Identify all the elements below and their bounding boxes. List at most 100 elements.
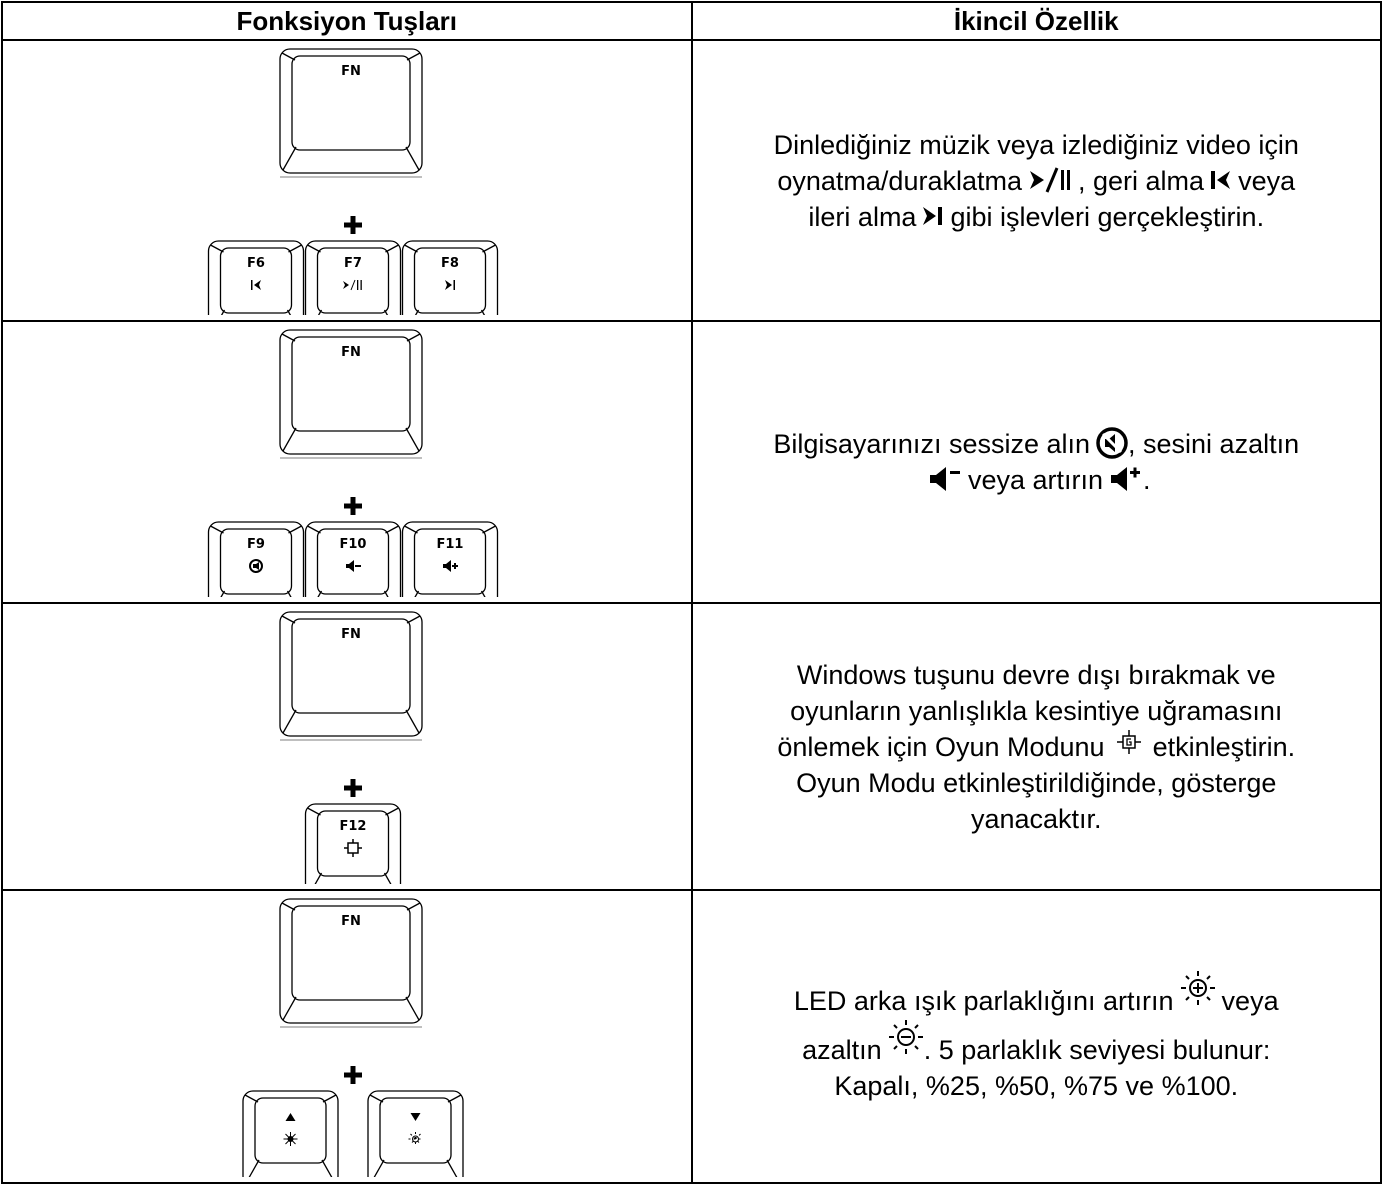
line: oyunların yanlışlıkla kesintiye uğraması… bbox=[693, 693, 1381, 729]
keycap-edge bbox=[282, 427, 297, 452]
text: veya bbox=[1221, 985, 1279, 1016]
key-icon bbox=[408, 1113, 423, 1146]
plus-sign bbox=[344, 779, 362, 797]
keycap-inner bbox=[291, 336, 411, 432]
line: ileri alma gibi işlevleri gerçekleştirin. bbox=[693, 199, 1381, 235]
keycap-edge bbox=[405, 996, 420, 1021]
text: Oyun Modu etkinleştirildiğinde, gösterge bbox=[796, 767, 1277, 798]
key-label: F6 bbox=[247, 256, 265, 271]
header-row: Fonksiyon Tuşları İkincil Özellik bbox=[1, 1, 1382, 41]
text: etkinleştirin. bbox=[1152, 731, 1296, 762]
key-icon bbox=[346, 560, 361, 572]
key-label: F10 bbox=[340, 537, 367, 552]
line: Windows tuşunu devre dışı bırakmak ve bbox=[693, 657, 1381, 693]
keycap-edge bbox=[385, 807, 399, 816]
key-label: FN bbox=[341, 345, 361, 360]
keycap-edge bbox=[281, 333, 296, 342]
mute-icon bbox=[1096, 427, 1128, 459]
key-label: F11 bbox=[437, 537, 464, 552]
play-pause-icon bbox=[1030, 166, 1070, 193]
keycap-edge bbox=[281, 52, 296, 61]
row: FN F9 F10 F11 Bilgisayarınızı sessize alın,… bbox=[1, 320, 1382, 622]
keycap-outer bbox=[279, 898, 423, 1024]
keys-cell: FN F6 F7 F8 bbox=[1, 39, 693, 341]
key-label: F12 bbox=[340, 819, 367, 834]
next-icon bbox=[923, 206, 943, 225]
keycap-edge bbox=[307, 807, 321, 816]
text: Windows tuşunu devre dışı bırakmak ve bbox=[796, 659, 1276, 690]
key-icon bbox=[251, 280, 261, 290]
keycap-edge bbox=[482, 525, 496, 534]
key-icon bbox=[283, 1113, 298, 1146]
keycap-edge bbox=[370, 1159, 385, 1184]
line: Oyun Modu etkinleştirildiğinde, gösterge bbox=[693, 765, 1381, 801]
keycap-edge bbox=[322, 1094, 337, 1103]
text: veya bbox=[1238, 165, 1296, 196]
keycap-inner bbox=[291, 905, 411, 1001]
keycap-edge bbox=[385, 244, 399, 253]
row: FN F12 Windows tuşunu devre dışı bırakmak… bbox=[1, 602, 1382, 904]
text: veya artırın bbox=[967, 465, 1104, 495]
key-label: FN bbox=[341, 64, 361, 79]
keys-cell: FN F9 F10 F11 bbox=[1, 320, 693, 622]
keycap-edge bbox=[482, 244, 496, 253]
key-icon bbox=[445, 280, 455, 290]
key-icon bbox=[344, 839, 362, 857]
header: İkincil Özellik bbox=[690, 1, 1382, 41]
text: , sesini azaltın bbox=[1128, 429, 1300, 459]
keycap-edge bbox=[288, 244, 302, 253]
keycap-outer bbox=[242, 1090, 339, 1184]
keycap-edge bbox=[307, 525, 321, 534]
keycap-edge bbox=[210, 525, 224, 534]
line: Bilgisayarınızı sessize alın , sesini aza… bbox=[693, 426, 1381, 462]
keycap-edge bbox=[307, 872, 323, 897]
row: FN F6 F7 F8 Dinlediğiniz müzik veya izlediğ… bbox=[1, 39, 1382, 341]
keycap-inner bbox=[316, 810, 390, 877]
description: Dinlediğiniz müzik veya izlediğiniz vide… bbox=[690, 39, 1382, 322]
row: FN LED arka ışık parlaklığını artırın vey… bbox=[1, 889, 1382, 1184]
key-label: F9 bbox=[247, 537, 265, 552]
text: gibi işlevleri gerçekleştirin. bbox=[950, 201, 1265, 232]
keycap-edge bbox=[447, 1094, 462, 1103]
keycap-edge bbox=[210, 244, 224, 253]
keycap-edge bbox=[406, 615, 421, 624]
keys-drawing: FN bbox=[242, 898, 464, 1184]
line: veya artırın. bbox=[693, 462, 1381, 498]
plus-sign bbox=[344, 1066, 362, 1084]
keycap-inner bbox=[291, 55, 411, 151]
plus-sign bbox=[344, 216, 362, 234]
keycap-edge bbox=[307, 244, 321, 253]
keycap-edge bbox=[244, 1094, 259, 1103]
text: ileri alma bbox=[808, 201, 917, 232]
keys-drawing: FN F6 F7 F8 bbox=[207, 48, 499, 341]
text: LED arka ışık parlaklığını artırın bbox=[793, 985, 1174, 1016]
key-label: F7 bbox=[344, 256, 362, 271]
key-label: F8 bbox=[441, 256, 459, 271]
keycap-edge bbox=[288, 525, 302, 534]
key-icon bbox=[249, 559, 263, 573]
text: . 5 parlaklık seviyesi bulunur: bbox=[923, 1034, 1271, 1065]
key-icon bbox=[443, 560, 458, 572]
key-label: FN bbox=[341, 627, 361, 642]
text: azaltın bbox=[802, 1034, 882, 1065]
keycap-outer bbox=[279, 611, 423, 737]
keycap-outer bbox=[279, 329, 423, 455]
keycap-inner bbox=[316, 247, 390, 314]
keycap-edge bbox=[446, 1159, 461, 1184]
text: , geri alma bbox=[1078, 165, 1205, 196]
keycap-edge bbox=[245, 1159, 260, 1184]
text: . bbox=[1143, 465, 1151, 495]
key-label: FN bbox=[341, 914, 361, 929]
keycap-inner bbox=[413, 528, 487, 595]
key-icon bbox=[343, 279, 362, 291]
keycap-inner bbox=[254, 1097, 327, 1164]
keycap-edge bbox=[406, 333, 421, 342]
line: LED arka ışık parlaklığını artırın veya bbox=[693, 970, 1381, 1019]
keycap-edge bbox=[406, 52, 421, 61]
header: Fonksiyon Tuşları bbox=[1, 1, 693, 41]
keycap-inner bbox=[379, 1097, 452, 1164]
keycap-edge bbox=[405, 146, 420, 171]
keycap-edge bbox=[282, 996, 297, 1021]
